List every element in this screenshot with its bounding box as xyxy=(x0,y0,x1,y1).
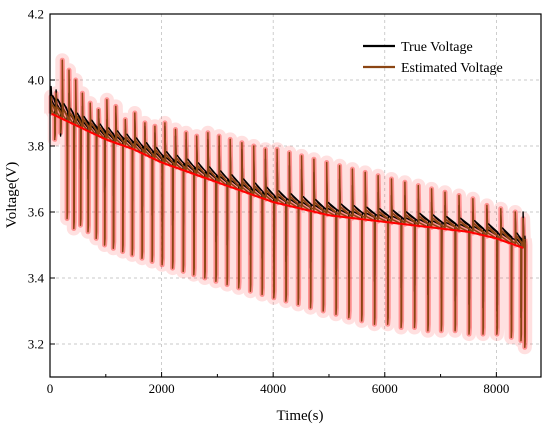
estimate-trend-line xyxy=(51,112,524,249)
tick-layer: 0 2000 4000 6000 8000 3.2 3.4 3.6 3.8 4.0 4.2 xyxy=(28,7,510,397)
plot-frame xyxy=(49,13,542,378)
x-tick-label: 6000 xyxy=(372,381,398,396)
x-tick-label: 8000 xyxy=(483,381,509,396)
estimate-band-layer xyxy=(44,53,533,355)
x-axis-title: Time(s) xyxy=(277,408,324,424)
x-tick-label: 2000 xyxy=(149,381,175,396)
legend-label-true-voltage: True Voltage xyxy=(401,40,473,55)
y-tick-label: 4.0 xyxy=(28,73,44,88)
y-tick-label: 4.2 xyxy=(28,7,44,22)
legend: True Voltage Estimated Voltage xyxy=(363,40,503,76)
x-tick-label: 0 xyxy=(47,381,54,396)
series-layer xyxy=(50,59,527,349)
series-line-estimated-voltage xyxy=(50,59,527,349)
y-axis-title: Voltage(V) xyxy=(4,162,20,228)
y-tick-label: 3.6 xyxy=(28,205,45,220)
x-tick-label: 4000 xyxy=(260,381,286,396)
y-tick-label: 3.8 xyxy=(28,139,44,154)
legend-label-estimated-voltage: Estimated Voltage xyxy=(401,61,503,76)
y-tick-label: 3.2 xyxy=(28,337,44,352)
y-tick-label: 3.4 xyxy=(28,271,45,286)
